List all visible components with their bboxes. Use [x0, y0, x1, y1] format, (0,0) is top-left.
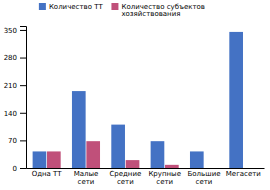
- y-tick: 210: [4, 82, 26, 90]
- bar: [72, 91, 86, 168]
- x-tick-label: Малыесети: [74, 170, 99, 186]
- y-tick-label: 280: [4, 54, 17, 62]
- text-line: хозяйствования: [121, 10, 180, 18]
- x-tick-label: Одна ТТ: [32, 170, 63, 178]
- y-tick: 350: [4, 27, 26, 35]
- bar: [165, 165, 179, 168]
- y-tick-mark: [20, 113, 26, 114]
- text-line: сети: [78, 178, 95, 186]
- bar: [33, 151, 47, 168]
- y-tick-mark: [20, 140, 26, 141]
- y-tick: 0: [13, 165, 26, 173]
- x-tick-label: Большиесети: [188, 170, 221, 186]
- bar: [204, 168, 218, 169]
- text-line: Мегасети: [226, 170, 261, 178]
- bar: [126, 160, 140, 168]
- y-axis: 0 70 140 210 280 350: [4, 27, 27, 173]
- x-tick: Одна ТТ: [32, 168, 63, 178]
- x-tick: Крупныесети: [148, 168, 181, 186]
- y-tick-label: 140: [4, 110, 17, 118]
- legend-label: Количество ТТ: [49, 3, 104, 11]
- y-tick: 280: [4, 54, 26, 62]
- x-tick: Большиесети: [188, 168, 221, 186]
- x-axis-line: [27, 168, 265, 169]
- bar: [190, 151, 204, 168]
- x-tick: Малыесети: [74, 168, 99, 186]
- x-tick-label: Мегасети: [226, 170, 261, 178]
- bar: [86, 141, 100, 168]
- bar: [244, 168, 258, 169]
- legend: Количество ТТ Количество субъектовхозяйст…: [39, 3, 205, 19]
- y-tick-label: 70: [8, 137, 17, 145]
- x-tick: Мегасети: [226, 168, 261, 178]
- legend-swatch: [39, 3, 46, 10]
- y-tick-mark: [20, 30, 26, 31]
- chart: 0 70 140 210 280 350 Одна ТТ Малыесети Средниесе…: [0, 0, 270, 190]
- y-axis-line: [20, 27, 27, 169]
- bar: [111, 125, 125, 168]
- y-tick-label: 210: [4, 82, 17, 90]
- y-tick: 70: [8, 137, 26, 145]
- bars: [33, 32, 243, 168]
- y-tick-mark: [20, 58, 26, 59]
- bar: [229, 32, 243, 168]
- bar-series: [33, 32, 243, 168]
- plot-area: 0 70 140 210 280 350 Одна ТТ Малыесети Средниесе…: [4, 27, 265, 186]
- y-tick: 140: [4, 110, 26, 118]
- text-line: Одна ТТ: [32, 170, 63, 178]
- bar: [47, 151, 61, 168]
- legend-swatch: [111, 3, 118, 10]
- y-tick-mark: [20, 168, 26, 169]
- legend-label: Количество субъектовхозяйствования: [121, 3, 205, 19]
- legend-item: Количество ТТ: [39, 3, 104, 11]
- x-tick-label: Крупныесети: [148, 170, 181, 186]
- text-line: Количество ТТ: [49, 3, 104, 11]
- y-tick-label: 0: [13, 165, 17, 173]
- text-line: сети: [117, 178, 134, 186]
- text-line: сети: [156, 178, 173, 186]
- y-tick-mark: [20, 85, 26, 86]
- bar: [151, 141, 165, 168]
- x-axis: Одна ТТ Малыесети Средниесети Крупныесети Бо…: [27, 168, 265, 186]
- legend-item: Количество субъектовхозяйствования: [111, 3, 205, 19]
- x-tick: Средниесети: [109, 168, 141, 186]
- y-tick-label: 350: [4, 27, 17, 35]
- x-tick-label: Средниесети: [109, 170, 141, 186]
- text-line: сети: [196, 178, 213, 186]
- bar-series: [47, 141, 179, 168]
